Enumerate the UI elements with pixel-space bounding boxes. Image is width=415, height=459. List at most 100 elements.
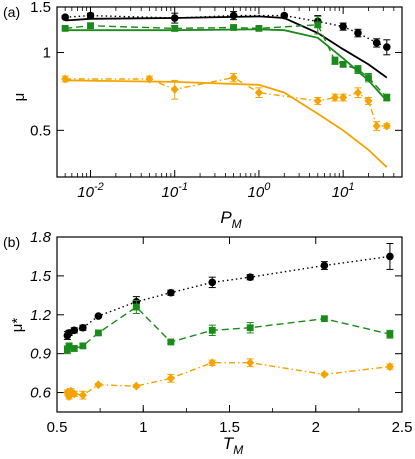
panel-a-xlabel-main: P [220,208,232,227]
panel-a-data-point [255,24,263,32]
panel-b-ytick-label: 0.6 [30,385,52,402]
panel-b-ytick-label: 1.5 [30,268,52,285]
panel-b-xtick-label: 0.5 [47,419,68,436]
panel-a-data-point [364,96,373,106]
panel-a-series-line [65,79,388,168]
panel-b-xlabel-main: T [223,434,235,453]
panel-b-data-point [386,252,394,261]
panel-b-data-point [78,390,87,400]
panel-b: (b) 0.5 1 1.5 2 2.5 0.6 0.9 1.2 1.5 1.8 μ* TM [3,229,412,457]
panel-a-data-point [339,92,348,102]
panel-a-data-point [353,88,362,98]
panel-a-data-point [331,57,339,65]
panel-a-data-point [87,22,94,30]
panel-b-xtick-label: 2.5 [392,419,413,436]
panel-b-data-point [132,303,140,311]
panel-b-data-point [320,261,329,270]
panel-b-series-line [66,255,390,336]
panel-a-series-line [65,76,387,127]
panel-a-data-point [339,22,347,31]
panel-a-ytick-label: 0.5 [30,122,51,139]
panel-b-data-point [95,329,102,337]
panel-a-xtick-label: 10-1 [161,181,187,201]
panel-b-xtick-label: 1.5 [219,419,240,436]
panel-b-data-point [208,358,217,368]
panel-a-data-point [354,29,362,37]
panel-b-data-point [320,369,329,379]
panel-b-data-point [167,338,175,346]
panel-b-ytick-label: 0.9 [30,346,52,363]
panel-a-data-point [383,94,391,101]
panel-a-data-point [229,11,238,20]
panel-a-ytick-label: 1.5 [30,0,51,16]
panel-a-label: (a) [3,4,20,20]
panel-a-data-point [382,121,391,131]
panel-a-xlabel-sub: M [232,217,242,231]
panel-b-data-point [320,315,328,323]
panel-b-data-point [208,326,216,334]
panel-a-series [61,11,391,168]
panel-b-data-point [79,323,87,332]
panel-b-label: (b) [3,234,20,250]
panel-a-data-point [372,121,381,131]
panel-a-data-point [170,84,179,94]
panel-a-data-point [61,13,69,21]
panel-b-ticks: 0.5 1 1.5 2 2.5 0.6 0.9 1.2 1.5 1.8 [30,229,412,436]
panel-a-data-point [86,11,95,20]
panel-a-xtick-label: 10-2 [77,181,103,201]
panel-b-xlabel: TM [223,434,243,457]
panel-a-ticks: 10-2 10-1 100 101 0.5 1 1.5 [30,0,402,201]
panel-a-data-point [314,21,322,29]
panel-a-data-point [313,96,322,106]
panel-b-data-point [246,358,255,368]
panel-b-data-point [70,326,79,335]
panel-a-data-point [354,66,362,73]
panel-b-data-point [386,330,394,338]
panel-a: (a) 10-2 10-1 100 101 0.5 1 1.5 μ PM [3,0,403,231]
panel-a-series-line [65,28,388,102]
panel-a-ytick-label: 1 [43,45,51,62]
panel-b-data-point [70,345,78,352]
panel-b-ytick-label: 1.2 [30,307,52,324]
panel-a-series-line [65,15,388,79]
panel-a-data-point [365,74,372,81]
panel-a-plot-frame [56,6,403,178]
panel-a-data-point [254,88,263,98]
panel-b-series-line [66,362,390,399]
panel-a-data-point [330,92,339,102]
panel-b-xlabel-sub: M [233,443,243,457]
panel-b-ylabel: μ* [9,318,26,333]
panel-a-data-point [383,43,391,51]
panel-a-data-point [339,60,347,68]
panel-b-data-point [246,324,254,332]
panel-b-xtick-label: 1 [139,419,147,436]
panel-b-ytick-label: 1.8 [30,229,52,246]
panel-b-plot-frame [56,236,403,413]
panel-b-data-point [132,381,141,391]
panel-a-series-line [65,14,388,48]
panel-a-xlabel: PM [220,208,241,231]
panel-a-data-point [230,24,237,31]
panel-b-series-line [66,306,391,351]
panel-b-data-point [65,342,73,350]
panel-b-data-point [246,273,254,281]
panel-a-series-line [65,24,388,98]
panel-b-data-point [70,389,79,399]
panel-b-series [63,242,394,401]
panel-b-data-point [94,312,103,320]
panel-a-ylabel: μ [11,93,28,102]
panel-a-data-point [171,24,179,32]
panel-b-data-point [94,380,103,390]
panel-b-data-point [385,362,394,372]
panel-a-xtick-label: 101 [332,181,355,201]
panel-a-xtick-label: 100 [248,181,272,201]
panel-b-data-point [166,373,175,383]
panel-b-data-point [167,288,175,297]
panel-a-data-point [229,73,238,83]
panel-a-data-point [372,39,381,47]
panel-a-data-point [61,24,69,32]
panel-b-xtick-label: 2 [312,419,320,436]
panel-b-data-point [79,342,87,350]
panel-b-data-point [208,278,217,287]
